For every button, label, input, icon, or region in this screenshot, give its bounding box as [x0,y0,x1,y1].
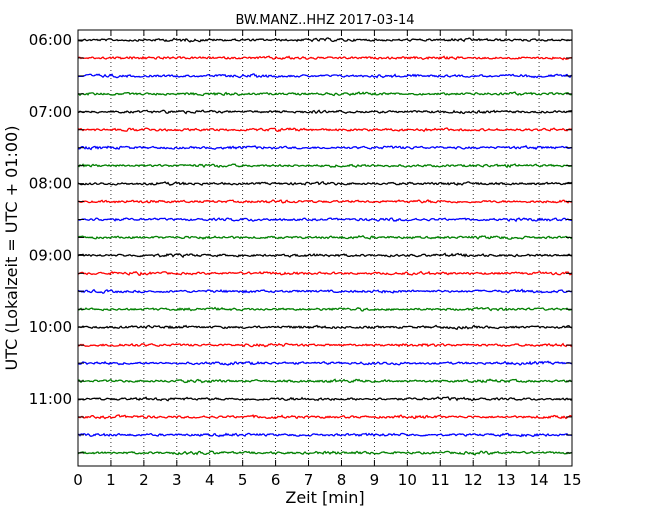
trace-line [77,37,573,43]
trace-line [77,324,573,331]
x-axis-label: Zeit [min] [285,488,364,507]
x-tick-label: 13 [497,471,516,489]
y-tick-label: 08:00 [29,175,72,193]
y-tick-label: 11:00 [29,390,72,408]
x-tick-label: 11 [431,471,450,489]
x-tick-label: 5 [238,471,248,489]
x-tick-label: 4 [205,471,215,489]
x-tick-label: 7 [304,471,314,489]
x-tick-label: 14 [530,471,549,489]
trace-line [77,91,573,97]
trace-line [77,396,573,402]
trace-line [77,234,573,240]
trace-line [77,450,573,456]
y-axis: 06:00 07:00 08:00 09:00 10:00 11:00 [29,31,572,454]
y-tick-label: 10:00 [29,318,72,336]
plot-frame [77,29,573,467]
x-tick-label: 2 [139,471,149,489]
x-tick-label: 0 [73,471,83,489]
trace-line [77,432,573,438]
y-tick-label: 07:00 [29,103,72,121]
x-tick-label: 12 [464,471,483,489]
y-tick-label: 09:00 [29,246,72,264]
x-tick-label: 10 [398,471,417,489]
trace-line [77,144,573,151]
trace-group [77,37,573,456]
x-tick-label: 9 [370,471,380,489]
trace-line [77,360,573,366]
x-tick-label: 15 [562,471,581,489]
trace-line [77,127,573,133]
x-tick-label: 1 [106,471,116,489]
trace-line [77,73,573,79]
trace-line [77,414,573,420]
trace-line [77,288,573,295]
y-tick-label: 06:00 [29,31,72,49]
trace-line [77,55,573,61]
grid-lines [110,30,540,466]
trace-line [77,378,573,384]
trace-line [77,163,573,169]
trace-line [77,199,573,204]
x-tick-label: 8 [337,471,347,489]
trace-line [77,252,573,259]
x-axis: 0 1 2 3 4 5 6 7 8 9 10 11 12 13 14 15 [73,30,582,489]
y-axis-label: UTC (Lokalzeit = UTC + 01:00) [2,126,21,371]
trace-line [77,180,573,187]
trace-line [77,342,573,348]
trace-line [77,217,573,223]
trace-line [77,306,573,312]
chart-title: BW.MANZ..HHZ 2017-03-14 [235,13,414,28]
trace-line [77,109,573,115]
x-tick-label: 3 [172,471,182,489]
x-tick-label: 6 [271,471,281,489]
trace-line [77,270,573,276]
